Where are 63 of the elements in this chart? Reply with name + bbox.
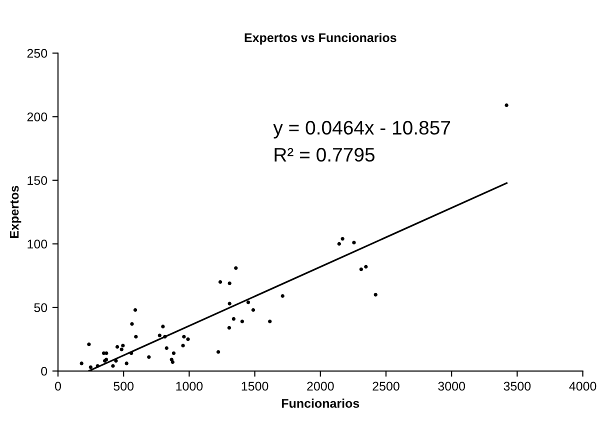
y-tick-label: 200 xyxy=(27,112,48,122)
y-tick-label: 0 xyxy=(41,366,48,376)
point xyxy=(96,364,100,368)
point xyxy=(240,320,244,324)
point xyxy=(182,334,186,339)
point xyxy=(181,344,185,348)
y-tick-label: 100 xyxy=(28,240,48,249)
point xyxy=(228,281,232,286)
point xyxy=(134,334,138,339)
point xyxy=(364,264,368,269)
point xyxy=(104,351,108,356)
point xyxy=(158,334,162,338)
x-tick-label: 1000 xyxy=(176,382,203,391)
y-axis-title: Expertos xyxy=(10,186,22,238)
point xyxy=(115,345,120,349)
x-tick-label: 4000 xyxy=(569,382,596,391)
x-axis-title: Funcionarios xyxy=(282,398,360,408)
point xyxy=(218,280,222,284)
point xyxy=(147,355,151,359)
point xyxy=(124,362,128,366)
x-tick-label: 0 xyxy=(55,382,61,391)
point xyxy=(228,302,232,306)
x-tick-label: 3500 xyxy=(504,382,531,391)
point xyxy=(251,308,256,312)
x-tick-label: 2500 xyxy=(372,382,400,391)
point xyxy=(504,103,508,108)
point xyxy=(268,320,272,324)
point xyxy=(186,337,190,342)
point xyxy=(374,292,378,297)
point xyxy=(164,346,168,350)
point xyxy=(246,300,250,304)
point xyxy=(87,342,91,346)
y-tick-label: 50 xyxy=(34,303,48,312)
point xyxy=(170,360,174,364)
y-tick-label: 250 xyxy=(27,48,48,58)
point xyxy=(163,334,167,339)
point xyxy=(280,294,284,298)
x-tick-label: 2000 xyxy=(307,382,334,391)
point xyxy=(114,359,118,363)
point xyxy=(340,236,344,241)
point xyxy=(80,362,84,366)
point xyxy=(161,324,165,328)
annotation: y = 0.0464x - 10.857 xyxy=(273,120,450,138)
chart-title: Expertos vs Funcionarios xyxy=(244,32,396,45)
point xyxy=(121,344,125,348)
point xyxy=(88,365,92,370)
point xyxy=(133,308,138,312)
point xyxy=(172,351,176,356)
point xyxy=(216,350,220,354)
point xyxy=(359,267,364,272)
point xyxy=(234,266,238,270)
point xyxy=(227,326,232,330)
point xyxy=(352,240,356,244)
x-tick-label: 500 xyxy=(114,382,134,391)
x-tick-label: 3000 xyxy=(438,382,466,391)
point xyxy=(111,364,115,368)
annotation: R² = 0.7795 xyxy=(274,148,374,162)
point xyxy=(337,242,341,246)
point xyxy=(120,348,124,352)
y-tick-label: 150 xyxy=(28,176,48,185)
x-tick-label: 1500 xyxy=(242,382,268,391)
point xyxy=(130,322,134,326)
point xyxy=(232,317,236,321)
